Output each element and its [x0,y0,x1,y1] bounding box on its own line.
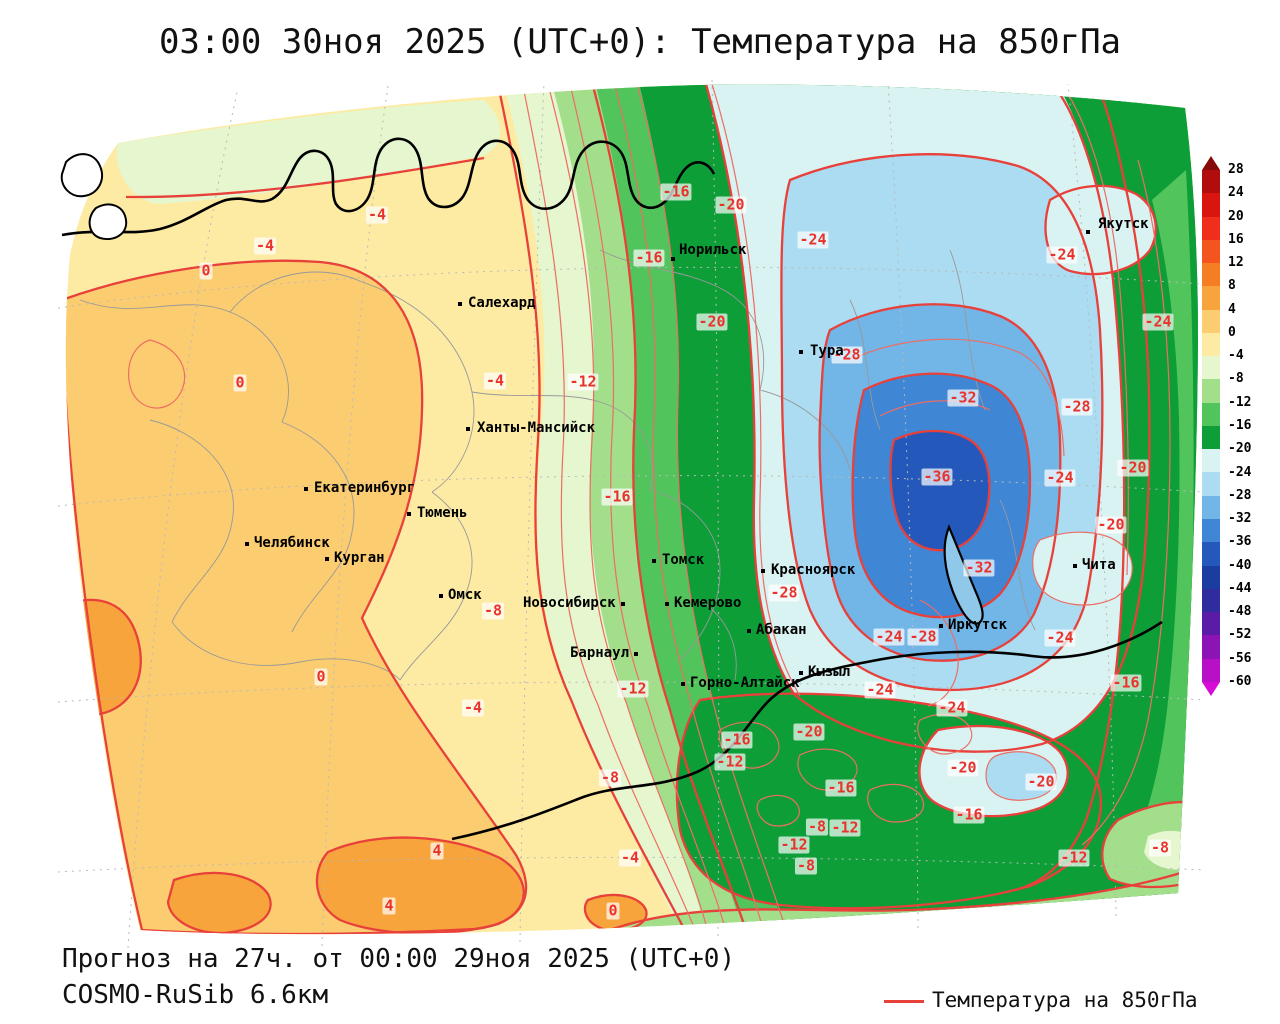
colorbar-band [1202,239,1220,264]
colorbar-band [1202,495,1220,519]
model-info: COSMO-RuSib 6.6км [62,980,329,1010]
colorbar-tick: 0 [1228,324,1236,340]
colorbar-band [1202,379,1220,403]
colorbar-bands [1202,170,1220,682]
colorbar-tick: -52 [1228,627,1252,643]
colorbar-arrow-bottom [1202,681,1220,696]
colorbar-band [1202,402,1220,426]
colorbar-tick: 24 [1228,185,1244,201]
temperature-line-sample [884,999,924,1003]
colorbar-band [1202,286,1220,310]
colorbar-tick: -48 [1228,604,1252,620]
colorbar-band [1202,542,1220,566]
colorbar-band [1202,170,1220,194]
colorbar-tick: -60 [1228,674,1252,689]
forecast-info: Прогноз на 27ч. от 00:00 29ноя 2025 (UTC… [62,944,736,974]
colorbar-tick: 4 [1228,301,1236,317]
legend-label: Температура на 850гПа [932,988,1198,1012]
colorbar-band [1202,472,1220,496]
colorbar-tick: -56 [1228,650,1252,666]
colorbar-band [1202,565,1220,589]
colorbar: 28 24 20 16 12 8 4 0 -4 -8 -12 -16 -20 -24 -28 -32 -36 -4… [1202,156,1274,696]
colorbar-tick: 16 [1228,231,1244,247]
temperature-field-fills [65,84,1199,935]
legend: Температура на 850гПа [884,988,1198,1012]
colorbar-band [1202,449,1220,473]
colorbar-band [1202,356,1220,380]
colorbar-band [1202,263,1220,287]
colorbar-tick: -20 [1228,441,1252,457]
colorbar-tick: -40 [1228,557,1252,573]
page-title: 03:00 30ноя 2025 (UTC+0): Температура на… [158,22,1122,62]
coastline-path [61,137,716,237]
temperature-contours [65,84,1198,935]
colorbar-band [1202,635,1220,659]
colorbar-tick: -32 [1228,511,1252,527]
colorbar-tick: 12 [1228,255,1244,271]
colorbar-tick: -36 [1228,534,1252,550]
colorbar-tick: -12 [1228,394,1252,410]
colorbar-band [1202,518,1220,543]
colorbar-tick: 8 [1228,278,1236,294]
colorbar-band [1202,216,1220,240]
colorbar-band [1202,588,1220,613]
colorbar-tick: 20 [1228,208,1244,224]
colorbar-band [1202,193,1220,217]
colorbar-band [1202,332,1220,357]
island-novaya-zemlya [60,153,103,198]
colorbar-arrow-top [1202,156,1220,170]
colorbar-tick: -16 [1228,418,1252,433]
colorbar-band [1202,658,1220,682]
island-small [88,203,128,240]
colorbar-band [1202,612,1220,636]
colorbar-tick: 28 [1228,162,1244,177]
admin-borders [79,249,1036,681]
colorbar-tick: -28 [1228,487,1252,503]
colorbar-tick: -24 [1228,464,1252,480]
colorbar-tick: -44 [1228,580,1252,596]
colorbar-band [1202,425,1220,450]
national-border [451,620,1163,841]
colorbar-band [1202,309,1220,333]
colorbar-tick: -8 [1228,371,1244,387]
colorbar-tick: -4 [1228,348,1244,364]
